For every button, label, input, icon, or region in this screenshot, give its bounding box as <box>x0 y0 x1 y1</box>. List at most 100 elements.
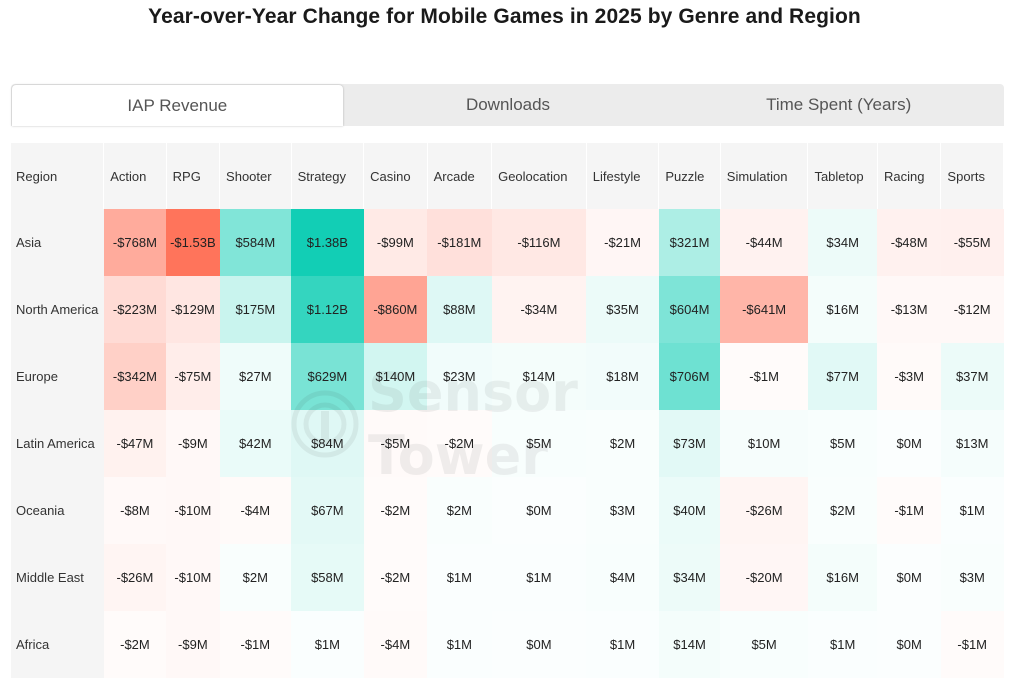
heatmap-cell: $1.38B <box>291 209 364 276</box>
header-row: Region Action RPG Shooter Strategy Casino Arc… <box>11 143 1004 209</box>
heatmap-cell: $23M <box>427 343 492 410</box>
heatmap-cell: $629M <box>291 343 364 410</box>
heatmap-cell: -$9M <box>166 611 220 678</box>
heatmap-cell: -$342M <box>103 343 167 410</box>
heatmap-cell: $2M <box>427 477 491 544</box>
heatmap-cell: $5M <box>492 410 587 477</box>
column-header-geolocation: Geolocation <box>491 143 587 209</box>
heatmap-cell: -$129M <box>166 276 220 343</box>
heatmap-cell: -$1M <box>941 611 1004 678</box>
heatmap-cell: -$99M <box>363 209 428 276</box>
heatmap-cell: $2M <box>586 410 659 477</box>
heatmap-cell: $10M <box>720 410 808 477</box>
table-row: Europe -$342M -$75M $27M $629M $140M $23M $14M $… <box>11 343 1004 410</box>
column-header-lifestyle: Lifestyle <box>586 143 660 209</box>
heatmap-cell: -$44M <box>720 209 808 276</box>
heatmap-table: Region Action RPG Shooter Strategy Casino Arc… <box>11 143 1004 678</box>
heatmap-cell: $13M <box>940 410 1004 477</box>
heatmap-cell: $706M <box>658 343 721 410</box>
column-header-racing: Racing <box>877 143 942 209</box>
chart-title: Year-over-Year Change for Mobile Games i… <box>148 5 861 28</box>
column-header-tabletop: Tabletop <box>807 143 878 209</box>
heatmap-cell: $4M <box>586 544 659 611</box>
heatmap-cell: $16M <box>807 544 878 611</box>
heatmap-cell: -$26M <box>720 477 808 544</box>
heatmap-cell: $0M <box>896 436 922 451</box>
table-row: Latin America -$47M -$9M $42M $84M -$5M -$2M $5… <box>11 410 1004 477</box>
heatmap-cell: $1M <box>314 637 340 652</box>
heatmap-cell: -$47M <box>103 410 167 477</box>
heatmap-cell: -$10M <box>166 544 220 611</box>
heatmap-cell: $1M <box>446 637 472 652</box>
heatmap-cell: $42M <box>219 410 292 477</box>
heatmap-cell: -$4M <box>364 611 427 678</box>
heatmap-cell: -$641M <box>720 276 808 343</box>
region-label: Africa <box>11 611 104 678</box>
tab-time-spent[interactable]: Time Spent (Years) <box>766 95 912 114</box>
table-row: Asia -$768M -$1.53B $584M $1.38B -$99M -$181M -… <box>11 209 1004 276</box>
column-header-rpg: RPG <box>166 143 221 209</box>
heatmap-cell: $0M <box>896 637 922 652</box>
heatmap-cell: $1M <box>609 637 636 652</box>
heatmap-cell: $34M <box>807 209 878 276</box>
heatmap-cell: $88M <box>427 276 492 343</box>
heatmap-cell: $40M <box>658 477 721 544</box>
heatmap-cell: $1M <box>830 637 856 652</box>
heatmap-cell: $175M <box>219 276 292 343</box>
heatmap-cell: -$3M <box>877 343 940 410</box>
table-row: Middle East -$26M -$10M $2M $58M -$2M $1M $1M $4… <box>11 544 1004 611</box>
heatmap-cell: -$4M <box>220 477 292 544</box>
heatmap-cell: -$8M <box>103 477 167 544</box>
heatmap-cell: $35M <box>586 276 659 343</box>
column-header-strategy: Strategy <box>291 143 365 209</box>
heatmap-cell: -$75M <box>166 343 220 410</box>
heatmap-cell: -$48M <box>877 209 941 276</box>
column-header-puzzle: Puzzle <box>658 143 721 209</box>
heatmap: Region Action RPG Shooter Strategy Casino Arc… <box>11 143 1004 678</box>
column-header-shooter: Shooter <box>219 143 292 209</box>
heatmap-cell: $0M <box>526 637 552 652</box>
heatmap-cell: -$181M <box>427 209 492 276</box>
heatmap-cell: -$2M <box>104 611 166 678</box>
heatmap-cell: -$768M <box>103 209 167 276</box>
heatmap-cell: -$860M <box>363 276 428 343</box>
heatmap-cell: -$1M <box>720 343 808 410</box>
region-label: North America <box>11 276 104 343</box>
heatmap-cell: $77M <box>807 343 878 410</box>
heatmap-cell: -$2M <box>364 544 427 611</box>
heatmap-cell: $5M <box>720 611 808 678</box>
heatmap-cell: -$1M <box>877 477 940 544</box>
column-header-simulation: Simulation <box>720 143 809 209</box>
heatmap-cell: -$9M <box>166 410 220 477</box>
heatmap-cell: -$223M <box>103 276 167 343</box>
region-label: Latin America <box>11 410 104 477</box>
heatmap-cell: $604M <box>658 276 721 343</box>
heatmap-cell: $0M <box>526 503 552 518</box>
heatmap-cell: -$12M <box>940 276 1004 343</box>
heatmap-cell: $584M <box>219 209 292 276</box>
table-row: North America -$223M -$129M $175M $1.12B -$86… <box>11 276 1004 343</box>
heatmap-cell: -$1M <box>220 611 292 678</box>
heatmap-cell: $0M <box>896 570 922 585</box>
heatmap-cell: $37M <box>940 343 1004 410</box>
tab-iap-revenue[interactable]: IAP Revenue <box>12 85 343 126</box>
heatmap-cell: $2M <box>220 544 292 611</box>
heatmap-cell: $1M <box>526 570 552 585</box>
heatmap-cell: $18M <box>586 343 659 410</box>
metric-tabs: IAP Revenue Downloads Time Spent (Years) <box>11 84 1004 126</box>
heatmap-cell: -$26M <box>103 544 167 611</box>
heatmap-cell: $73M <box>658 410 721 477</box>
tab-downloads[interactable]: Downloads <box>465 95 551 114</box>
column-header-arcade: Arcade <box>427 143 493 209</box>
heatmap-cell: $27M <box>219 343 292 410</box>
heatmap-cell: $58M <box>291 544 364 611</box>
heatmap-cell: $1M <box>959 503 985 518</box>
region-label: Europe <box>11 343 104 410</box>
heatmap-cell: $5M <box>808 410 878 477</box>
heatmap-cell: -$20M <box>720 544 808 611</box>
table-row: Africa -$2M -$9M -$1M $1M -$4M $1M $0M $1M $14M $5… <box>11 611 1004 678</box>
heatmap-cell: $14M <box>491 343 587 410</box>
heatmap-cell: -$1.53B <box>166 209 220 276</box>
heatmap-cell: $16M <box>807 276 878 343</box>
heatmap-cell: $321M <box>658 209 721 276</box>
